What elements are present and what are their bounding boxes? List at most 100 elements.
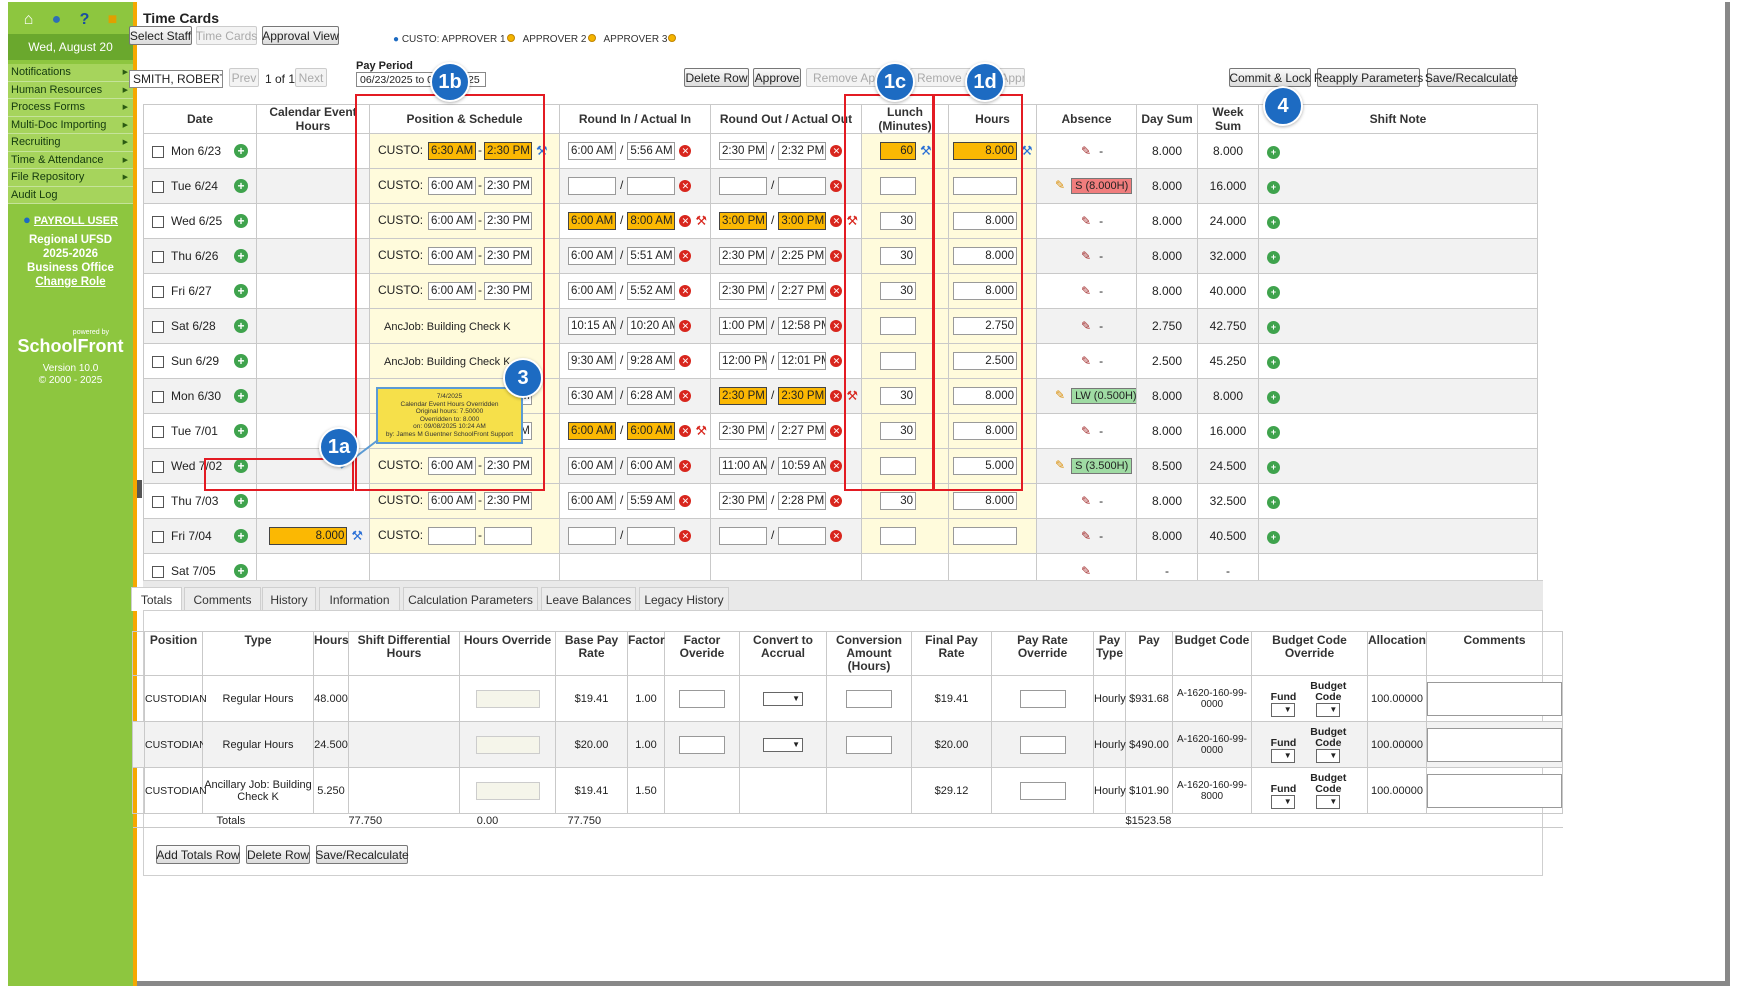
sidebar-item-process-forms[interactable]: Process Forms ▶ — [8, 99, 133, 117]
hours-input[interactable]: 2.750 — [953, 317, 1017, 335]
round-in-input[interactable] — [568, 177, 616, 195]
schedule-end-input[interactable]: 2:30 PM — [484, 142, 532, 160]
hours-input[interactable]: 8.000 — [953, 212, 1017, 230]
edit-pencil-icon[interactable]: ✎ — [1055, 388, 1066, 403]
sidebar-item-notifications[interactable]: Notifications ▶ — [8, 64, 133, 82]
round-out-input[interactable]: 11:00 AM — [719, 457, 767, 475]
actual-out-input[interactable]: 2:25 PM — [778, 247, 827, 265]
sidebar-item-multi-doc-importing[interactable]: Multi-Doc Importing ▶ — [8, 116, 133, 134]
schedule-end-input[interactable]: 2:30 PM — [484, 457, 532, 475]
round-in-input[interactable] — [568, 527, 616, 545]
actual-out-input[interactable]: 2:27 PM — [778, 282, 827, 300]
add-row-icon[interactable]: + — [234, 319, 248, 333]
sidebar-item-recruiting[interactable]: Recruiting ▶ — [8, 134, 133, 152]
tab-leave-balances[interactable]: Leave Balances — [541, 587, 636, 611]
row-checkbox[interactable] — [152, 180, 164, 193]
add-row-icon[interactable]: + — [234, 354, 248, 368]
sidebar-collapse-handle[interactable] — [137, 480, 142, 498]
row-checkbox[interactable] — [152, 355, 164, 368]
tab-legacy-history[interactable]: Legacy History — [639, 587, 729, 611]
hours-input[interactable] — [953, 527, 1017, 545]
round-in-input[interactable]: 6:00 AM — [568, 247, 616, 265]
clear-icon[interactable]: ✕ — [830, 495, 843, 507]
lunch-input[interactable]: 30 — [880, 247, 916, 265]
tab-calculation-parameters[interactable]: Calculation Parameters — [403, 587, 538, 611]
actual-in-input[interactable]: 6:00 AM — [627, 457, 676, 475]
clear-icon[interactable]: ✕ — [830, 390, 843, 402]
calendar-event-hours-input[interactable]: 8.000 — [269, 527, 348, 545]
schedule-end-input[interactable]: 2:30 PM — [484, 247, 532, 265]
user-link[interactable]: PAYROLL USER — [33, 215, 119, 227]
actual-out-input[interactable] — [778, 177, 827, 195]
earth-icon[interactable]: ● — [51, 11, 62, 28]
fund-select[interactable]: ▼ — [1270, 702, 1295, 717]
totals-delete-row-button[interactable]: Delete Row — [246, 845, 310, 864]
tab-information[interactable]: Information — [319, 587, 400, 611]
edit-pencil-icon[interactable]: ✎ — [1081, 144, 1092, 158]
add-totals-row-button[interactable]: Add Totals Row — [156, 845, 240, 864]
clear-icon[interactable]: ✕ — [830, 355, 843, 367]
actual-in-input[interactable]: 5:52 AM — [627, 282, 676, 300]
convert-accrual-select[interactable]: ▼ — [763, 737, 803, 752]
tab-totals[interactable]: Totals — [131, 587, 182, 611]
edit-pencil-icon[interactable]: ✎ — [1081, 564, 1092, 578]
comments-textarea[interactable] — [1427, 773, 1562, 808]
clear-icon[interactable]: ✕ — [679, 145, 692, 157]
add-note-icon[interactable]: + — [1267, 250, 1280, 264]
home-icon[interactable]: ⌂ — [23, 11, 34, 28]
round-in-input[interactable]: 6:00 AM — [568, 492, 616, 510]
approval-view-button[interactable]: Approval View — [262, 26, 339, 45]
tab-history[interactable]: History — [262, 587, 316, 611]
wrench-icon[interactable]: ⚒ — [695, 423, 707, 438]
factor-override-input[interactable] — [679, 689, 725, 708]
row-checkbox[interactable] — [152, 145, 164, 158]
actual-in-input[interactable]: 10:20 AM — [627, 317, 676, 335]
round-out-input[interactable]: 2:30 PM — [719, 422, 767, 440]
schedule-start-input[interactable]: 6:30 AM — [428, 142, 476, 160]
actual-out-input[interactable] — [778, 527, 827, 545]
add-note-icon[interactable]: + — [1267, 530, 1280, 544]
add-row-icon[interactable]: + — [234, 389, 248, 403]
edit-pencil-icon[interactable]: ✎ — [1081, 494, 1092, 508]
hours-input[interactable]: 8.000 — [953, 492, 1017, 510]
schedule-end-input[interactable]: 2:30 PM — [484, 492, 532, 510]
clear-icon[interactable]: ✕ — [830, 215, 843, 227]
schedule-start-input[interactable] — [428, 527, 476, 545]
hours-override-input[interactable] — [475, 735, 540, 754]
round-out-input[interactable]: 2:30 PM — [719, 492, 767, 510]
clear-icon[interactable]: ✕ — [679, 460, 692, 472]
clear-icon[interactable]: ✕ — [830, 285, 843, 297]
clear-icon[interactable]: ✕ — [679, 180, 692, 192]
schedule-start-input[interactable]: 6:00 AM — [428, 177, 476, 195]
hours-input[interactable]: 8.000 — [953, 142, 1017, 160]
save-recalculate-button[interactable]: Save/Recalculate — [1425, 68, 1518, 87]
row-checkbox[interactable] — [152, 495, 164, 508]
round-out-input[interactable]: 2:30 PM — [719, 142, 767, 160]
actual-out-input[interactable]: 3:00 PM — [778, 212, 827, 230]
round-in-input[interactable]: 10:15 AM — [568, 317, 616, 335]
hours-input[interactable] — [953, 177, 1017, 195]
approve-button[interactable]: Approve — [753, 68, 801, 87]
edit-pencil-icon[interactable]: ✎ — [1081, 354, 1092, 368]
edit-pencil-icon[interactable]: ✎ — [1081, 529, 1092, 543]
comments-textarea[interactable] — [1427, 727, 1562, 762]
round-out-input[interactable]: 2:30 PM — [719, 387, 767, 405]
wrench-icon[interactable]: ⚒ — [536, 143, 548, 158]
lunch-input[interactable]: 30 — [880, 492, 916, 510]
actual-in-input[interactable]: 9:28 AM — [627, 352, 676, 370]
schedule-end-input[interactable]: 2:30 PM — [484, 212, 532, 230]
clear-icon[interactable]: ✕ — [830, 425, 843, 437]
actual-in-input[interactable]: 8:00 AM — [627, 212, 676, 230]
row-checkbox[interactable] — [152, 285, 164, 298]
schedule-start-input[interactable]: 6:00 AM — [428, 457, 476, 475]
add-note-icon[interactable]: + — [1267, 145, 1280, 159]
edit-pencil-icon[interactable]: ✎ — [1081, 424, 1092, 438]
lunch-input[interactable]: 30 — [880, 212, 916, 230]
round-in-input[interactable]: 6:00 AM — [568, 212, 616, 230]
pay-rate-override-input[interactable] — [1019, 781, 1066, 800]
wrench-icon[interactable]: ⚒ — [846, 213, 858, 228]
totals-save-recalculate-button[interactable]: Save/Recalculate — [315, 845, 409, 864]
round-in-input[interactable]: 6:00 AM — [568, 457, 616, 475]
clear-icon[interactable]: ✕ — [679, 390, 692, 402]
schedule-start-input[interactable]: 6:00 AM — [428, 247, 476, 265]
